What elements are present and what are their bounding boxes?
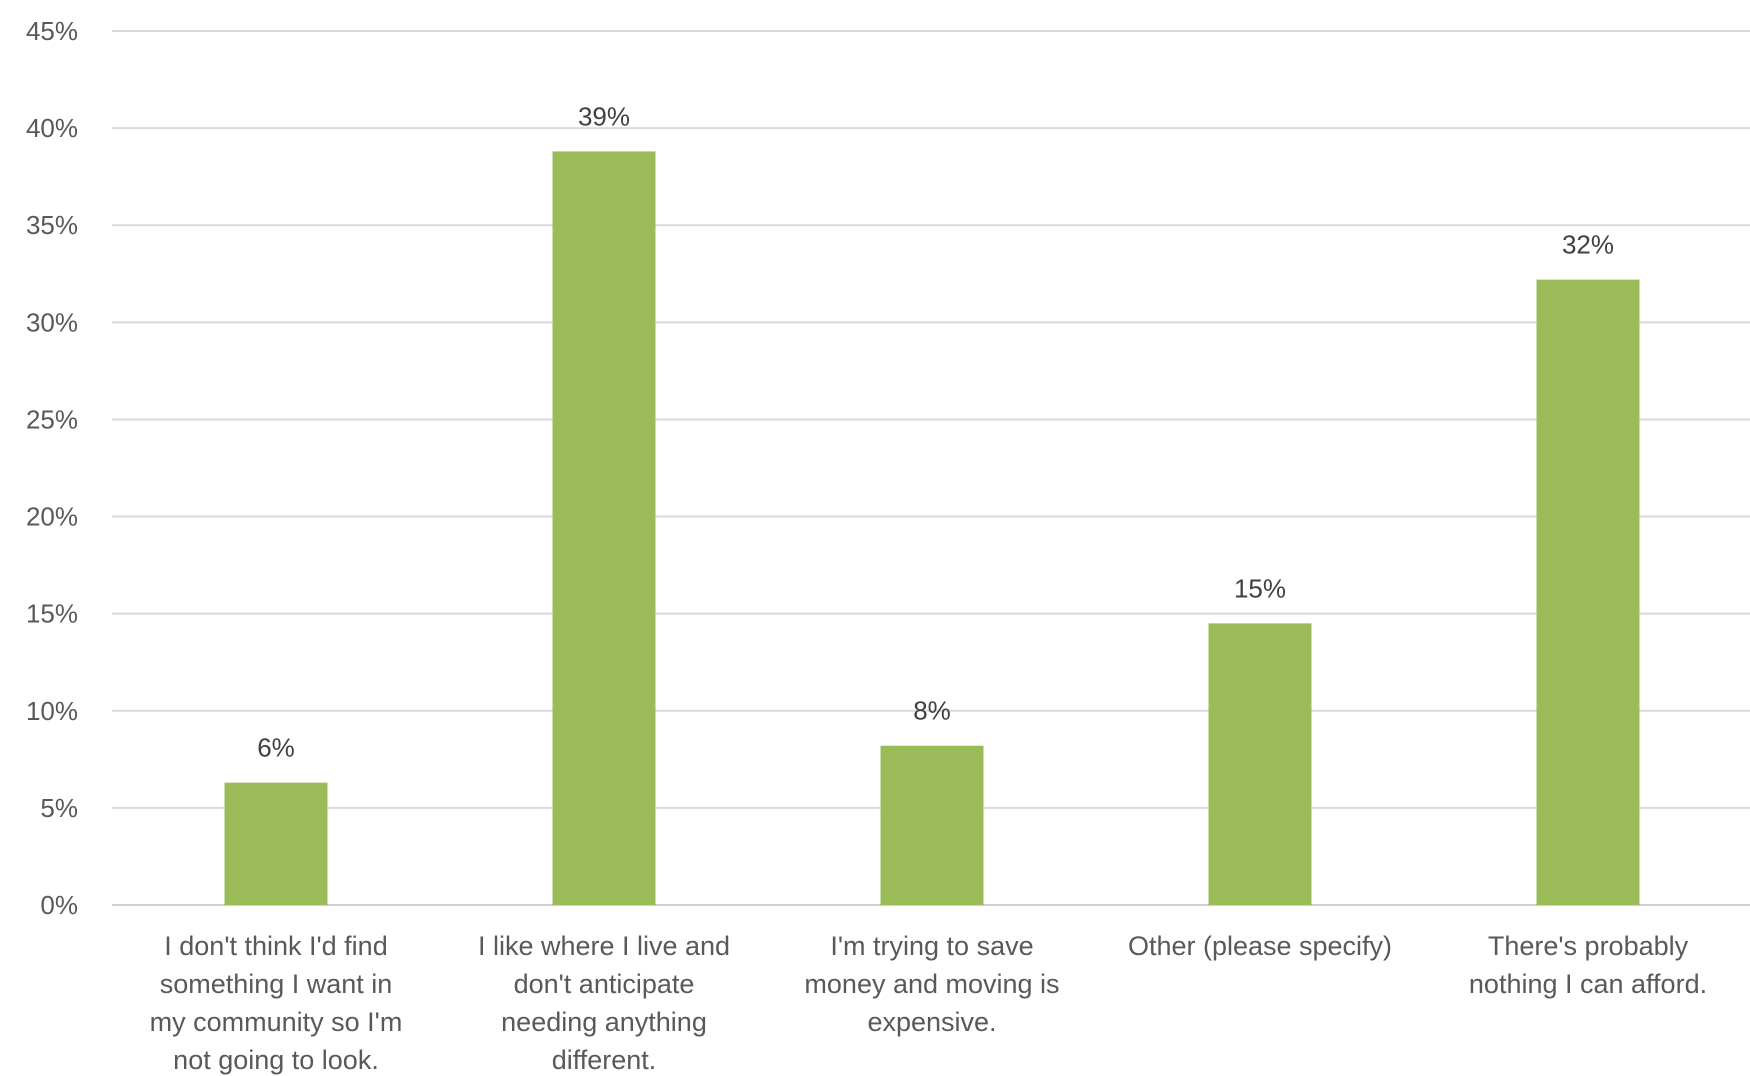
data-label: 39% (578, 101, 630, 131)
y-axis-tick-labels: 0% 5% 10% 15% 20% 25% 30% 35% 40% 45% (26, 16, 78, 920)
category-label-line: something I want in (160, 969, 393, 999)
y-tick-label: 25% (26, 404, 78, 434)
y-tick-label: 15% (26, 599, 78, 629)
data-labels: 6% 39% 8% 15% 32% (257, 101, 1614, 762)
bars (224, 151, 1640, 905)
bar (880, 745, 984, 905)
category-label-line: I like where I live and (478, 931, 730, 961)
category-label-line: Other (please specify) (1128, 931, 1392, 961)
bar (1208, 623, 1312, 905)
category-label: Other (please specify) (1128, 931, 1392, 961)
data-label: 32% (1562, 230, 1614, 260)
data-label: 15% (1234, 573, 1286, 603)
y-tick-label: 30% (26, 307, 78, 337)
data-label: 6% (257, 733, 295, 763)
category-label-line: money and moving is (804, 969, 1059, 999)
category-label: I'm trying to save money and moving is exp… (804, 931, 1059, 1037)
category-label-line: I'm trying to save (830, 931, 1033, 961)
category-label: I like where I live and don't anticipate n… (478, 931, 730, 1075)
category-label-line: my community so I'm (150, 1007, 403, 1037)
y-tick-label: 5% (40, 793, 78, 823)
category-label-line: needing anything (501, 1007, 707, 1037)
y-tick-label: 45% (26, 16, 78, 46)
category-label-line: expensive. (867, 1007, 996, 1037)
bar (1536, 279, 1640, 905)
data-label: 8% (913, 696, 951, 726)
category-label: There's probably nothing I can afford. (1469, 931, 1707, 999)
y-tick-label: 35% (26, 210, 78, 240)
x-axis-category-labels: I don't think I'd find something I want i… (150, 931, 1707, 1075)
bar (224, 782, 328, 905)
category-label: I don't think I'd find something I want i… (150, 931, 403, 1075)
y-tick-label: 20% (26, 502, 78, 532)
category-label-line: not going to look. (173, 1045, 379, 1075)
category-label-line: different. (552, 1045, 657, 1075)
category-label-line: nothing I can afford. (1469, 969, 1707, 999)
category-label-line: There's probably (1488, 931, 1689, 961)
y-tick-label: 0% (40, 890, 78, 920)
y-tick-label: 10% (26, 696, 78, 726)
gridlines (112, 30, 1750, 906)
y-tick-label: 40% (26, 113, 78, 143)
category-label-line: don't anticipate (514, 969, 695, 999)
bar (552, 151, 656, 905)
category-label-line: I don't think I'd find (164, 931, 387, 961)
